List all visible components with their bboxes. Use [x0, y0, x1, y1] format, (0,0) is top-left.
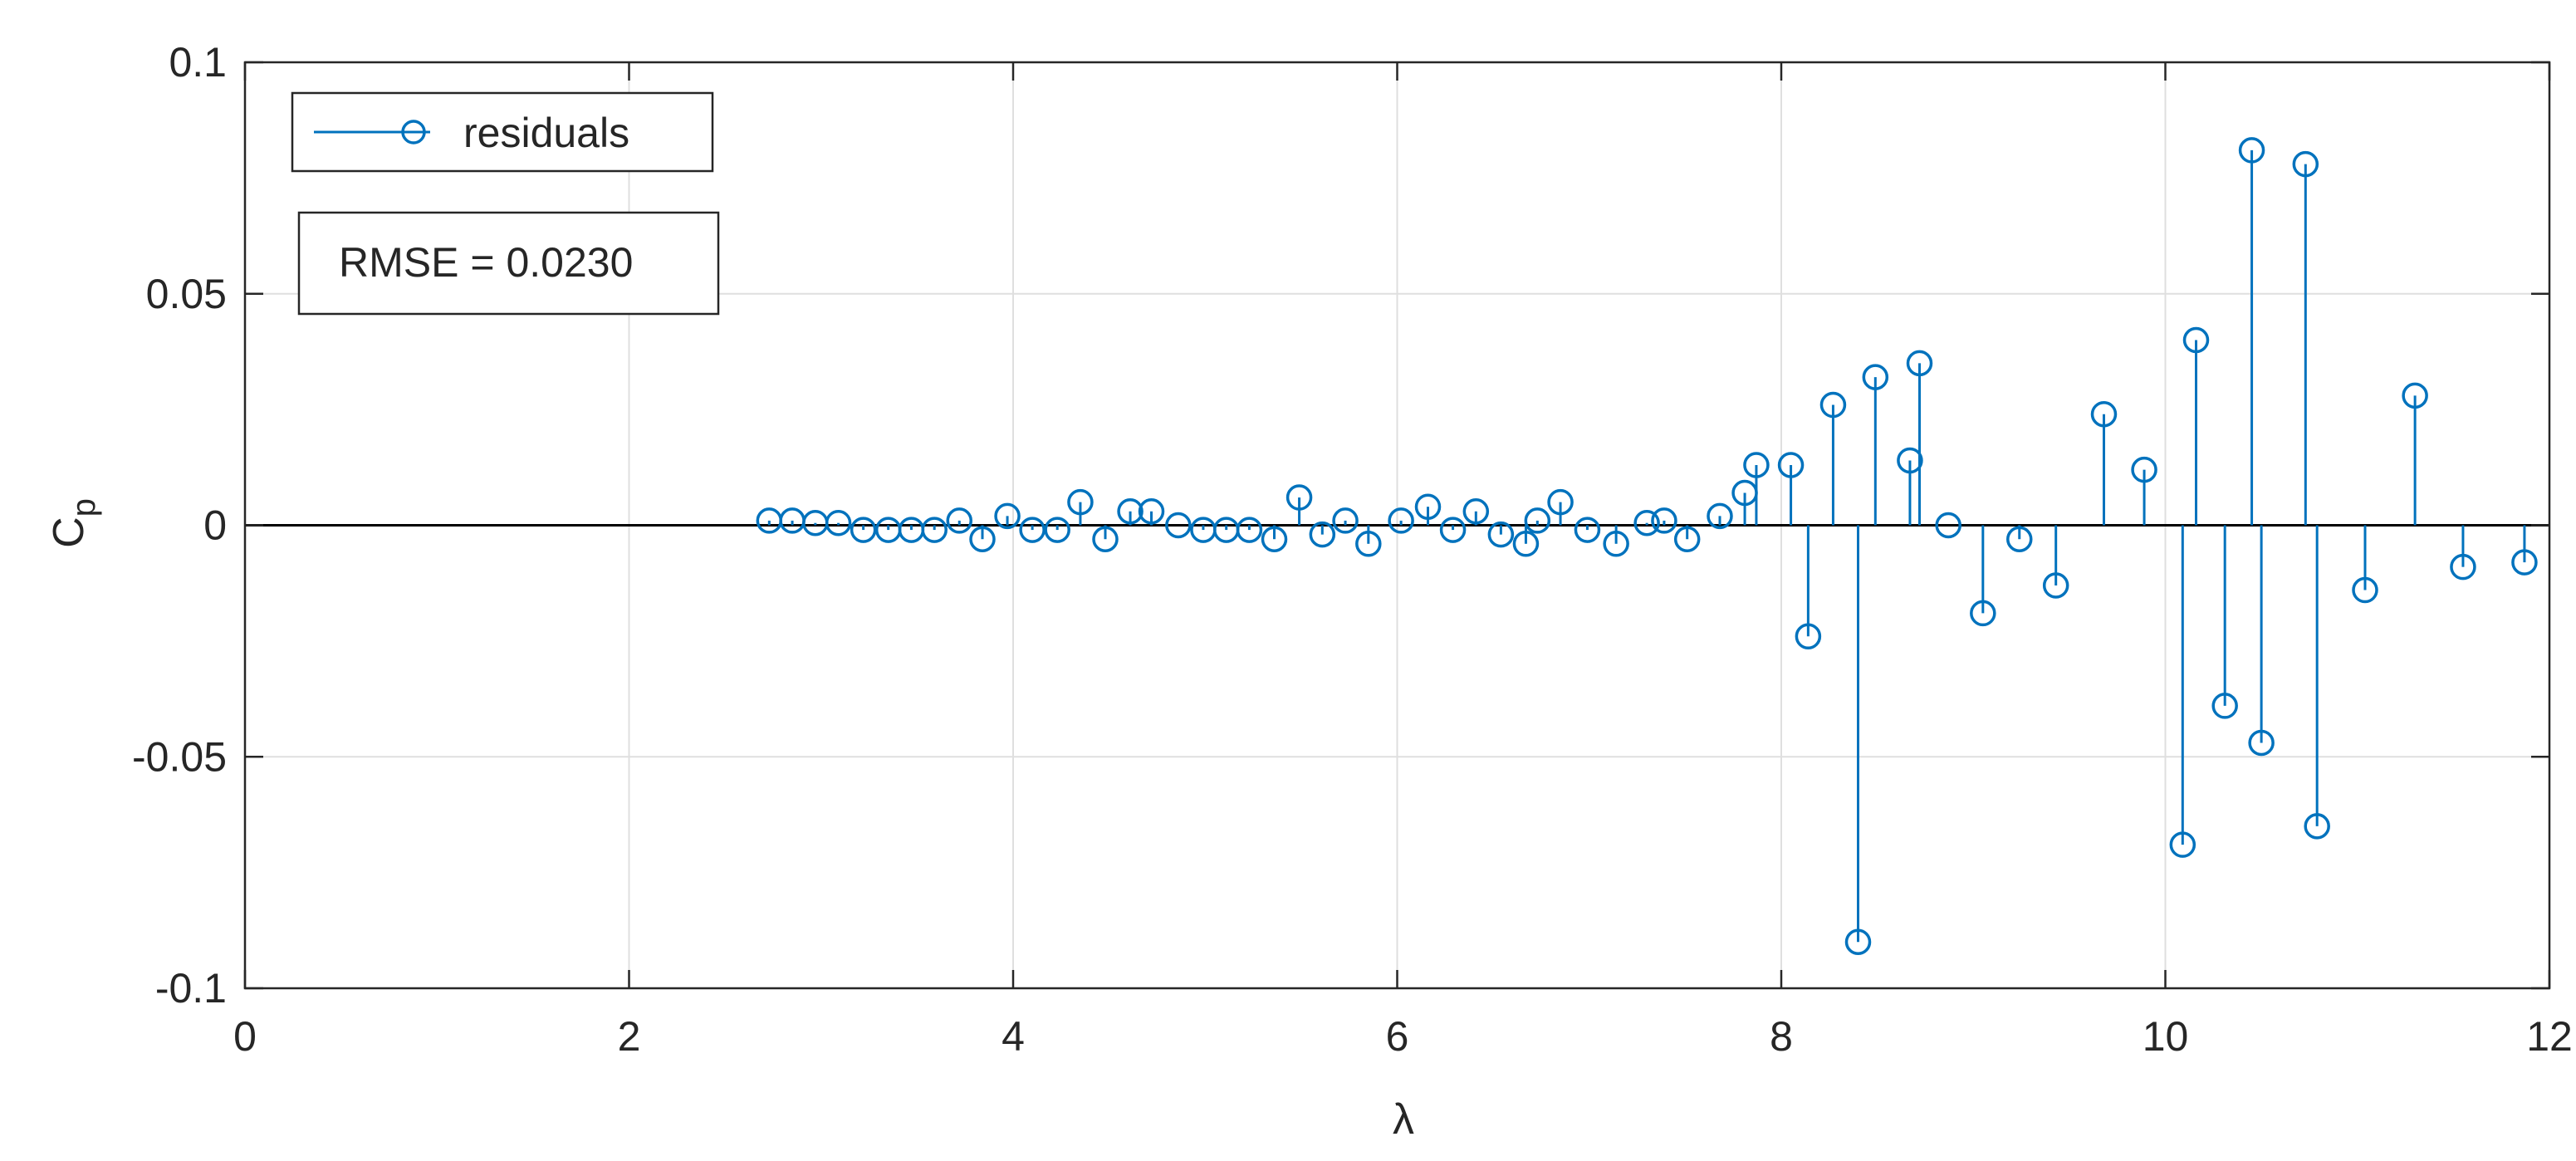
rmse-annotation: RMSE = 0.0230 — [297, 211, 720, 316]
stem-marker — [2248, 729, 2275, 757]
x-tick-label: 2 — [618, 1013, 641, 1060]
y-axis-label-main: C — [45, 517, 93, 548]
legend-marker-sample — [401, 120, 426, 145]
stem-marker — [1906, 350, 1933, 377]
y-tick-label: 0 — [203, 502, 227, 549]
stem-marker — [850, 517, 877, 543]
stem-marker — [1414, 493, 1442, 520]
stem-marker — [1261, 526, 1288, 552]
stem-marker — [1092, 526, 1119, 552]
stem-marker — [2511, 549, 2538, 576]
annotation-box — [297, 211, 720, 316]
x-tick-label: 8 — [1770, 1013, 1793, 1060]
stem-marker — [2006, 526, 2033, 552]
stem-marker — [825, 509, 852, 536]
stem-marker — [1019, 517, 1046, 543]
stem-marker — [2131, 456, 2157, 483]
stem-marker — [1707, 502, 1733, 530]
x-tick-label: 10 — [2143, 1013, 2189, 1060]
stem-marker — [1819, 391, 1847, 419]
stem-marker — [1603, 531, 1629, 557]
tick-marks — [243, 61, 2551, 990]
y-tick-label: -0.1 — [155, 965, 227, 1012]
stem-marker — [1524, 507, 1551, 534]
legend: residuals — [291, 91, 714, 173]
stem-marker — [1067, 488, 1094, 516]
y-tick-labels: -0.1 -0.05 0 0.05 0.1 — [132, 39, 227, 1012]
stem-marker — [1970, 600, 1996, 627]
stem-marker — [1355, 531, 1382, 557]
stem-marker — [1439, 517, 1467, 543]
rmse-text: RMSE = 0.0230 — [339, 239, 633, 286]
stem-marker — [2211, 693, 2238, 719]
stem-marker — [1117, 498, 1144, 525]
x-axis-label: λ — [1393, 1095, 1414, 1144]
stem-marker — [1236, 517, 1263, 543]
y-axis-label-subscript: p — [66, 498, 102, 517]
stem-marker — [994, 502, 1021, 530]
stem-marker — [2169, 831, 2196, 858]
y-tick-label: -0.05 — [132, 733, 227, 780]
stem-marker — [1512, 531, 1540, 557]
stem-marker — [1574, 517, 1601, 543]
stem-marker — [2352, 576, 2378, 604]
stem-marker — [1309, 521, 1336, 548]
y-axis-label: Cp — [45, 498, 102, 548]
stem-marker — [1844, 928, 1872, 955]
stem-marker — [2402, 382, 2428, 409]
stem-marker — [1743, 452, 1770, 478]
stem-marker — [1795, 623, 1822, 650]
stem-marker — [2090, 400, 2118, 428]
stem-marker — [1651, 507, 1677, 534]
stem-marker — [1897, 447, 1923, 474]
stem-marker — [2450, 553, 2476, 580]
stem-marker — [2182, 326, 2210, 354]
y-tick-label: 0.1 — [169, 39, 227, 86]
stem-marker — [1777, 452, 1805, 478]
stem-marker — [1388, 507, 1414, 534]
stem-marker — [1138, 498, 1165, 525]
legend-entry-label: residuals — [463, 110, 629, 156]
x-tick-label: 0 — [233, 1013, 257, 1060]
x-tick-label: 6 — [1386, 1013, 1409, 1060]
x-tick-labels: 0 2 4 6 8 10 12 — [233, 1013, 2573, 1060]
stem-marker — [1673, 526, 1701, 552]
stem-marker — [1286, 484, 1313, 511]
stem-marker — [2042, 572, 2069, 599]
stem-marker — [1165, 512, 1192, 539]
stem-marker — [1332, 507, 1359, 534]
stem-marker — [921, 517, 948, 543]
stem-marker — [1862, 364, 1889, 390]
stem-marker — [969, 526, 996, 552]
stem-marker — [2304, 813, 2330, 840]
x-tick-label: 12 — [2526, 1013, 2573, 1060]
stem-marker — [1044, 517, 1070, 543]
stem-marker — [1935, 512, 1961, 539]
stem-marker — [1633, 509, 1660, 536]
stem-marker — [1547, 488, 1574, 516]
stem-marker — [1487, 521, 1515, 548]
y-tick-label: 0.05 — [146, 271, 227, 317]
stem-marker — [946, 507, 972, 534]
x-tick-label: 4 — [1002, 1013, 1025, 1060]
stem-marker — [2292, 150, 2319, 178]
stem-series-residuals — [756, 137, 2538, 955]
stem-marker — [2238, 137, 2265, 164]
stem-marker — [1462, 498, 1490, 525]
